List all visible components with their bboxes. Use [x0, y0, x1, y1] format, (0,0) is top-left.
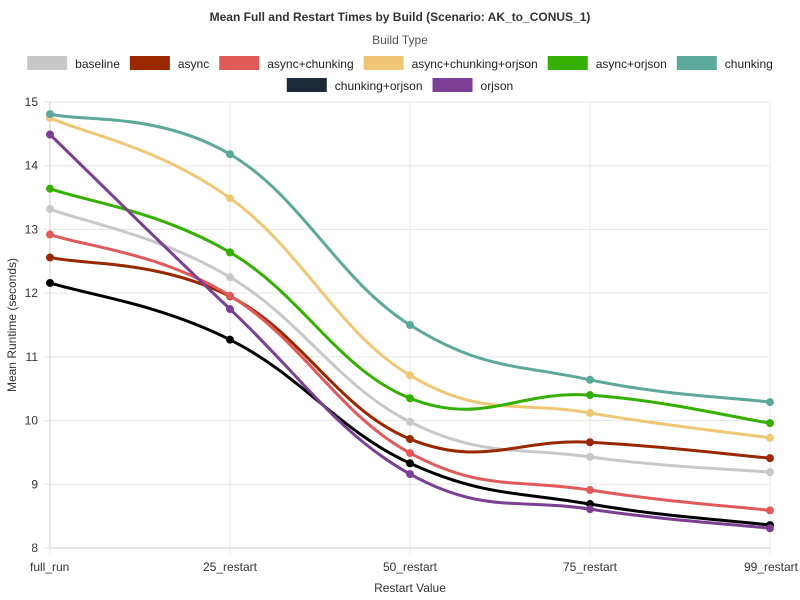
data-point[interactable] [766, 468, 774, 477]
legend-label: chunking [725, 57, 773, 71]
series-async [46, 253, 774, 463]
series-lines [46, 110, 774, 533]
legend-item-chunking-orjson[interactable]: chunking+orjson [286, 78, 423, 93]
data-point[interactable] [46, 130, 54, 139]
legend-swatch [219, 56, 260, 70]
y-tick-label: 12 [25, 286, 39, 300]
x-tick-label: full_run [30, 560, 69, 574]
x-tick-label: 75_restart [563, 560, 618, 574]
series-orjson [46, 130, 774, 533]
legend-item-chunking[interactable]: chunking [676, 56, 773, 71]
data-point[interactable] [406, 394, 414, 403]
data-point[interactable] [586, 452, 594, 461]
legend-item-async-orjson[interactable]: async+orjson [547, 56, 667, 71]
legend-title: Build Type [372, 33, 428, 47]
series-async-orjson [46, 184, 774, 428]
axes: 8 9 10 11 12 13 14 15 full_run 25_restart 50_resta… [25, 95, 799, 574]
x-tick-label: 25_restart [203, 560, 258, 574]
data-point[interactable] [406, 470, 414, 479]
legend-label: async+chunking+orjson [412, 57, 538, 71]
series-line [48, 133, 771, 530]
y-tick-label: 9 [31, 477, 38, 491]
data-point[interactable] [46, 253, 54, 262]
legend-label: async+orjson [596, 57, 667, 71]
legend-item-baseline[interactable]: baseline [27, 56, 120, 71]
data-point[interactable] [586, 375, 594, 384]
data-point[interactable] [226, 305, 234, 314]
legend-item-async-chunking[interactable]: async+chunking [219, 56, 354, 71]
y-tick-label: 14 [25, 159, 39, 173]
data-point[interactable] [226, 335, 234, 344]
legend-swatch [129, 56, 170, 70]
legend-label: chunking+orjson [335, 79, 423, 93]
series-chunking-orjson [46, 278, 774, 530]
y-tick-label: 11 [26, 350, 39, 364]
data-point[interactable] [46, 110, 54, 119]
data-point[interactable] [46, 184, 54, 193]
data-point[interactable] [406, 459, 414, 468]
series-baseline [46, 205, 774, 477]
legend-swatch [363, 56, 404, 70]
data-point[interactable] [46, 205, 54, 214]
data-point[interactable] [586, 408, 594, 417]
data-point[interactable] [46, 278, 54, 287]
data-point[interactable] [226, 150, 234, 159]
data-point[interactable] [406, 321, 414, 329]
legend-swatch [286, 78, 327, 92]
x-axis-title: Restart Value [374, 581, 446, 595]
data-point[interactable] [46, 230, 54, 239]
y-axis-title: Mean Runtime (seconds) [5, 258, 19, 392]
data-point[interactable] [586, 486, 594, 495]
grid [44, 101, 771, 554]
series-chunking [46, 110, 774, 407]
data-point[interactable] [226, 291, 234, 300]
data-point[interactable] [766, 506, 774, 515]
series-async-chunking [46, 230, 774, 515]
legend-swatch [547, 56, 588, 70]
data-point[interactable] [406, 449, 414, 458]
data-point[interactable] [406, 371, 414, 380]
legend-item-async-chunking-orjson[interactable]: async+chunking+orjson [363, 56, 538, 71]
data-point[interactable] [766, 433, 774, 442]
data-point[interactable] [766, 524, 774, 533]
legend-label: orjson [481, 79, 514, 93]
legend: baseline async async+chunking async+chunkin… [27, 56, 773, 93]
data-point[interactable] [226, 194, 234, 203]
legend-item-orjson[interactable]: orjson [432, 78, 514, 93]
series-line [49, 112, 771, 404]
legend-label: async [178, 57, 209, 71]
legend-swatch [676, 56, 717, 70]
data-point[interactable] [766, 454, 774, 463]
legend-label: async+chunking [267, 57, 353, 71]
y-tick-label: 15 [25, 95, 39, 109]
data-point[interactable] [766, 398, 774, 407]
x-tick-label: 99_restart [744, 560, 799, 574]
data-point[interactable] [586, 438, 594, 447]
y-tick-label: 8 [31, 541, 38, 555]
y-tick-label: 10 [25, 414, 39, 428]
data-point[interactable] [586, 391, 594, 400]
data-point[interactable] [406, 417, 414, 426]
data-point[interactable] [226, 248, 234, 257]
legend-item-async[interactable]: async [129, 56, 209, 71]
legend-swatch [27, 56, 68, 70]
data-point[interactable] [766, 419, 774, 428]
data-point[interactable] [406, 435, 414, 444]
legend-label: baseline [75, 57, 120, 71]
data-point[interactable] [586, 505, 594, 514]
series-line [49, 116, 771, 440]
x-tick-label: 50_restart [383, 560, 438, 574]
chart-title: Mean Full and Restart Times by Build (Sc… [210, 10, 591, 24]
data-point[interactable] [226, 273, 234, 282]
y-tick-label: 13 [25, 222, 39, 236]
legend-swatch [432, 78, 473, 92]
